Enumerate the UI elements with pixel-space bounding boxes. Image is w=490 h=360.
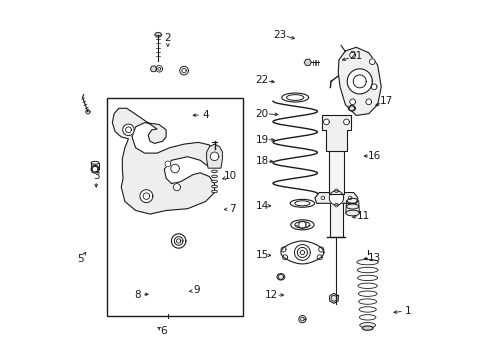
Text: 15: 15 xyxy=(256,250,269,260)
Polygon shape xyxy=(318,247,324,252)
Polygon shape xyxy=(294,244,310,260)
Polygon shape xyxy=(343,119,349,125)
Ellipse shape xyxy=(212,175,218,178)
Polygon shape xyxy=(112,108,215,214)
Polygon shape xyxy=(330,293,338,303)
Polygon shape xyxy=(150,66,157,72)
Ellipse shape xyxy=(362,326,373,330)
Text: 8: 8 xyxy=(134,290,141,300)
Ellipse shape xyxy=(348,105,355,111)
Text: 7: 7 xyxy=(229,204,236,215)
Polygon shape xyxy=(369,59,375,64)
Text: 4: 4 xyxy=(202,110,209,120)
Ellipse shape xyxy=(91,165,99,173)
Text: 13: 13 xyxy=(368,253,381,263)
Bar xyxy=(329,137,344,194)
Polygon shape xyxy=(172,234,186,248)
Polygon shape xyxy=(329,191,343,205)
Ellipse shape xyxy=(212,170,218,173)
Text: 23: 23 xyxy=(273,30,287,40)
Text: 6: 6 xyxy=(160,325,167,336)
Polygon shape xyxy=(173,184,180,191)
Polygon shape xyxy=(140,190,153,203)
Polygon shape xyxy=(165,161,171,167)
Ellipse shape xyxy=(277,274,285,280)
Ellipse shape xyxy=(282,93,309,102)
Polygon shape xyxy=(155,33,162,37)
Polygon shape xyxy=(315,193,358,203)
Polygon shape xyxy=(283,255,288,260)
Text: 1: 1 xyxy=(405,306,412,316)
Polygon shape xyxy=(350,52,355,58)
Text: 2: 2 xyxy=(165,33,171,43)
Text: 17: 17 xyxy=(380,96,393,106)
Text: 9: 9 xyxy=(193,285,200,296)
Ellipse shape xyxy=(295,222,310,228)
Text: 14: 14 xyxy=(256,201,269,211)
Polygon shape xyxy=(350,99,355,105)
Text: 19: 19 xyxy=(256,135,269,145)
Polygon shape xyxy=(322,116,351,151)
Polygon shape xyxy=(210,152,219,161)
Polygon shape xyxy=(122,124,134,135)
Polygon shape xyxy=(171,164,179,173)
Ellipse shape xyxy=(346,204,359,209)
Polygon shape xyxy=(180,66,188,75)
Polygon shape xyxy=(317,255,322,260)
Polygon shape xyxy=(347,69,372,94)
Ellipse shape xyxy=(212,185,218,188)
Ellipse shape xyxy=(212,180,218,183)
Bar xyxy=(330,194,343,237)
Text: 11: 11 xyxy=(357,211,370,221)
Polygon shape xyxy=(299,316,306,323)
Polygon shape xyxy=(338,47,381,116)
Ellipse shape xyxy=(212,190,218,193)
Polygon shape xyxy=(156,66,163,72)
Polygon shape xyxy=(371,84,377,90)
Polygon shape xyxy=(207,144,222,168)
Text: 12: 12 xyxy=(265,291,278,301)
Text: 20: 20 xyxy=(256,109,269,119)
Polygon shape xyxy=(323,119,329,125)
Ellipse shape xyxy=(360,323,375,328)
Polygon shape xyxy=(366,99,371,105)
Text: 3: 3 xyxy=(93,171,99,181)
Ellipse shape xyxy=(290,199,315,207)
Text: 16: 16 xyxy=(368,150,381,161)
Text: 21: 21 xyxy=(349,51,362,61)
Text: 10: 10 xyxy=(224,171,237,181)
Polygon shape xyxy=(281,247,286,252)
Bar xyxy=(107,98,243,316)
Text: 18: 18 xyxy=(256,156,269,166)
Text: 5: 5 xyxy=(77,254,83,264)
Ellipse shape xyxy=(346,210,359,216)
Polygon shape xyxy=(304,59,311,66)
Polygon shape xyxy=(174,237,183,245)
Text: 22: 22 xyxy=(256,75,269,85)
Ellipse shape xyxy=(291,220,314,230)
